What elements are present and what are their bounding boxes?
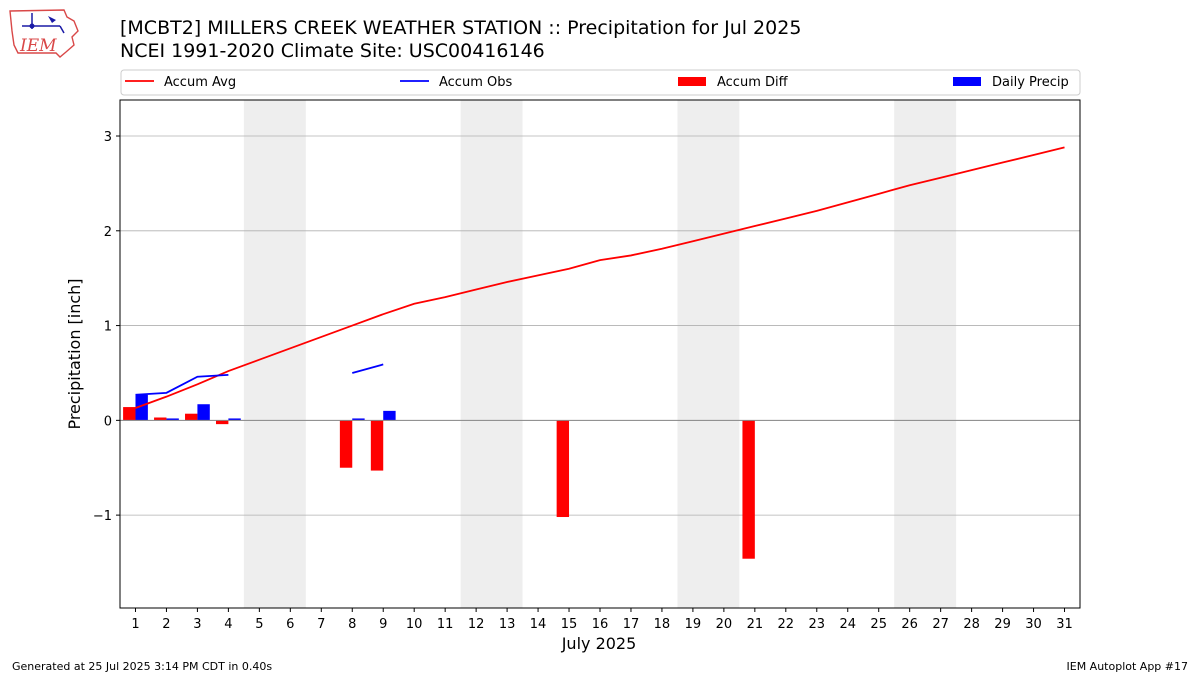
x-tick-label: 3 xyxy=(193,617,201,632)
x-tick-label: 4 xyxy=(224,617,232,632)
daily-precip-bar xyxy=(166,418,179,421)
x-tick-label: 21 xyxy=(747,617,764,632)
x-tick-label: 24 xyxy=(839,617,856,632)
legend-label: Accum Avg xyxy=(164,75,236,90)
y-axis-ticks: −1 0 1 2 3 xyxy=(93,130,120,524)
legend-label: Daily Precip xyxy=(992,75,1069,90)
x-tick-label: 17 xyxy=(623,617,640,632)
x-tick-label: 15 xyxy=(561,617,578,632)
generated-timestamp: Generated at 25 Jul 2025 3:14 PM CDT in … xyxy=(12,660,273,673)
legend-swatch xyxy=(678,77,706,86)
x-tick-label: 18 xyxy=(654,617,671,632)
legend-swatch xyxy=(953,77,981,86)
x-tick-label: 9 xyxy=(379,617,387,632)
weekend-band xyxy=(677,100,740,608)
x-tick-label: 25 xyxy=(870,617,887,632)
daily-precip-bar xyxy=(197,404,210,421)
accum-diff-bar xyxy=(742,420,755,559)
state-outline-icon xyxy=(9,9,79,58)
y-tick-label: 2 xyxy=(104,225,112,240)
accum-diff-bar xyxy=(123,407,136,421)
bar-series xyxy=(123,394,755,559)
x-tick-label: 6 xyxy=(286,617,294,632)
x-tick-label: 14 xyxy=(530,617,547,632)
x-tick-label: 5 xyxy=(255,617,263,632)
x-tick-label: 31 xyxy=(1056,617,1073,632)
daily-precip-bar xyxy=(135,394,148,421)
x-tick-label: 12 xyxy=(468,617,485,632)
x-axis-label: July 2025 xyxy=(561,634,637,653)
legend-accum-diff: Accum Diff xyxy=(678,75,789,90)
weekend-shading xyxy=(243,100,957,608)
app-label: IEM Autoplot App #17 xyxy=(1066,660,1189,673)
y-tick-label: −1 xyxy=(93,509,112,524)
x-tick-label: 20 xyxy=(716,617,733,632)
y-tick-label: 1 xyxy=(104,320,112,335)
accum-diff-bar xyxy=(339,420,353,468)
legend-label: Accum Diff xyxy=(717,75,789,90)
legend-accum-avg: Accum Avg xyxy=(125,75,236,90)
x-tick-label: 10 xyxy=(406,617,423,632)
iem-logo: IEM xyxy=(9,9,79,58)
line-series xyxy=(135,146,1065,409)
daily-precip-bar xyxy=(352,418,365,421)
x-tick-label: 2 xyxy=(162,617,170,632)
y-tick-label: 3 xyxy=(104,130,112,145)
accum-diff-bar xyxy=(154,417,167,421)
legend-daily-precip: Daily Precip xyxy=(953,75,1069,90)
daily-precip-bar xyxy=(383,410,396,421)
legend: Accum Avg Accum Obs Accum Diff Daily Precip xyxy=(120,69,1081,96)
legend-accum-obs: Accum Obs xyxy=(400,75,512,90)
chart-subtitle: NCEI 1991-2020 Climate Site: USC00416146 xyxy=(120,40,545,62)
x-tick-label: 1 xyxy=(131,617,139,632)
y-axis-label: Precipitation [inch] xyxy=(65,278,84,429)
x-tick-label: 11 xyxy=(437,617,454,632)
x-tick-label: 26 xyxy=(901,617,918,632)
x-tick-label: 13 xyxy=(499,617,516,632)
x-tick-label: 30 xyxy=(1025,617,1042,632)
chart-title: [MCBT2] MILLERS CREEK WEATHER STATION ::… xyxy=(120,17,802,39)
accum-avg-line xyxy=(135,146,1065,409)
legend-box xyxy=(120,69,1081,96)
weekend-band xyxy=(460,100,523,608)
x-tick-label: 16 xyxy=(592,617,609,632)
accum-diff-bar xyxy=(370,420,384,471)
accum-diff-bar xyxy=(556,420,570,518)
weekend-band xyxy=(894,100,957,608)
accum-diff-bar xyxy=(185,413,198,421)
y-tick-label: 0 xyxy=(104,414,112,429)
x-tick-label: 8 xyxy=(348,617,356,632)
x-tick-label: 22 xyxy=(778,617,795,632)
daily-precip-bar xyxy=(228,418,241,421)
x-tick-label: 28 xyxy=(963,617,980,632)
x-tick-label: 23 xyxy=(809,617,826,632)
x-tick-label: 29 xyxy=(994,617,1011,632)
legend-label: Accum Obs xyxy=(439,75,512,90)
x-tick-label: 27 xyxy=(932,617,949,632)
x-tick-label: 19 xyxy=(685,617,702,632)
accum-diff-bar xyxy=(216,420,229,425)
x-tick-label: 7 xyxy=(317,617,325,632)
logo-text: IEM xyxy=(19,36,57,56)
x-axis-ticks: 1 2 3 4 5 6 7 8 9 10 11 12 13 14 15 16 17 18 19 20 21 22 23 24 2… xyxy=(131,608,1073,632)
accum-obs-line xyxy=(352,363,384,374)
accum-obs-line xyxy=(135,373,229,396)
